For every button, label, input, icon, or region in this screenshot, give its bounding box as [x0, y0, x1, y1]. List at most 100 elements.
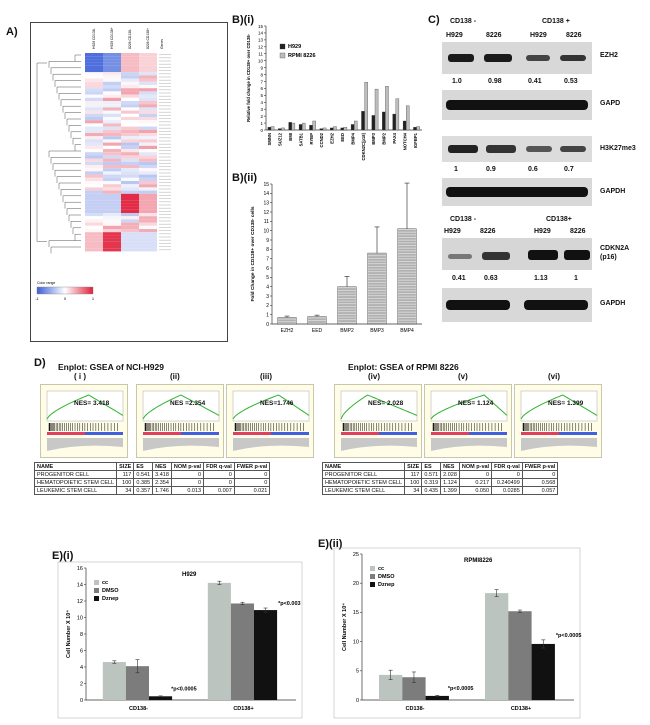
- heatmap-cell: [103, 197, 121, 201]
- heatmap-cell: [103, 91, 121, 95]
- heatmap-cell: [103, 129, 121, 133]
- heatmap-cell: [139, 126, 157, 130]
- significance-label: *p<0.0005: [448, 686, 474, 692]
- gsea-plot-numeral: (vi): [548, 372, 560, 381]
- heatmap-cell: [85, 129, 103, 133]
- legend-swatch: [94, 580, 99, 585]
- heatmap-cell: [85, 104, 103, 108]
- heatmap-cell: [121, 149, 139, 153]
- table-cell: 0.240499: [491, 478, 523, 487]
- bar-rpmi-8226: [291, 122, 296, 131]
- heatmap-cell: [139, 94, 157, 98]
- heatmap-cell: [85, 113, 103, 117]
- table-cell: 1.746: [152, 486, 172, 495]
- color-key-tick: 0: [64, 296, 67, 301]
- table-cell: 0.217: [458, 478, 493, 487]
- heatmap-cell: [121, 78, 139, 82]
- heatmap-cell: [103, 142, 121, 146]
- heatmap-cell: [121, 85, 139, 89]
- table-cell: LEUKEMIC STEM CELL: [321, 486, 406, 495]
- panel-c-label: C): [428, 14, 440, 26]
- heatmap-cell: [85, 53, 103, 57]
- heatmap-cell: [85, 120, 103, 124]
- y-tick-label: 5: [260, 93, 263, 98]
- heatmap-cell: [121, 229, 139, 233]
- heatmap-cell: [121, 120, 139, 124]
- legend-swatch: [370, 566, 375, 571]
- heatmap-cell: [103, 232, 121, 236]
- table-header-cell: FDR q-val: [491, 462, 523, 471]
- gsea-rank-strip-pos: [143, 432, 181, 435]
- heatmap-cell: [103, 241, 121, 245]
- heatmap-cell: [139, 187, 157, 191]
- heatmap-cell: [103, 248, 121, 252]
- heatmap-cell: [85, 59, 103, 63]
- heatmap-cell: [139, 133, 157, 137]
- heatmap-cell: [121, 136, 139, 140]
- blot-gapd: [442, 90, 592, 120]
- table-header-cell: NES: [152, 462, 172, 471]
- heatmap-cell: [85, 238, 103, 242]
- blot-label-gapdh: GAPDH: [600, 188, 626, 195]
- legend-label: cc: [378, 566, 384, 572]
- dendrogram-branch: [74, 54, 81, 62]
- table-cell: 117: [116, 470, 135, 479]
- heatmap-cell: [103, 238, 121, 242]
- gsea-plot-svg: [340, 390, 418, 451]
- heatmap-cell: [139, 81, 157, 85]
- gsea-ranked-metric: [47, 438, 123, 451]
- table-cell: 0: [170, 470, 205, 479]
- gsea-enrichment-plot: [334, 384, 422, 458]
- heatmap-cell: [103, 209, 121, 213]
- heatmap-cell: [121, 117, 139, 121]
- x-tick-label: EZH2: [330, 132, 335, 143]
- heatmap-cell: [103, 139, 121, 143]
- table-row: LEUKEMIC STEM CELL 34 0.435 1.399 0.050 0.028…: [321, 486, 559, 495]
- gsea-enrichment-plot: [424, 384, 512, 458]
- gsea-plot-numeral: (iii): [260, 372, 272, 381]
- heatmap-cell: [121, 232, 139, 236]
- heatmap-cell: [85, 206, 103, 210]
- heatmap-cell: [139, 209, 157, 213]
- heatmap-cell: [139, 229, 157, 233]
- gsea-plot-numeral: (iv): [368, 372, 380, 381]
- heatmap-cell: [103, 88, 121, 92]
- heatmap-cell: [121, 56, 139, 60]
- heatmap-cell: [85, 88, 103, 92]
- blot-value: 0.41: [528, 78, 542, 85]
- heatmap-cell: [103, 110, 121, 114]
- heatmap-cell: [103, 152, 121, 156]
- heatmap-cell: [103, 59, 121, 63]
- gsea-plot-svg: [46, 390, 124, 451]
- table-cell: 0.357: [133, 486, 154, 495]
- heatmap-cell: [121, 184, 139, 188]
- legend-label: DMSO: [378, 574, 395, 580]
- lane-label: H929: [534, 228, 551, 235]
- x-tick-label: SMNN: [267, 133, 272, 145]
- x-tick-label: RYBP: [309, 133, 314, 145]
- x-tick-label: BMP2: [382, 132, 387, 144]
- dendrogram-branch: [60, 189, 81, 196]
- heatmap-cell: [139, 107, 157, 111]
- heatmap-cell: [85, 62, 103, 66]
- bar-h929: [298, 124, 303, 131]
- heatmap-cell: [139, 85, 157, 89]
- y-tick-label: 11: [264, 219, 269, 225]
- gsea-ranked-metric: [233, 438, 309, 451]
- heatmap-cell: [121, 235, 139, 239]
- x-tick-label: EED: [312, 328, 323, 334]
- heatmap-cell: [103, 184, 121, 188]
- heatmap-cell: [103, 206, 121, 210]
- heatmap-cell: [85, 245, 103, 249]
- dendrogram-branch: [50, 246, 81, 254]
- y-tick-label: 7: [260, 79, 263, 84]
- heatmap-cell: [103, 126, 121, 130]
- y-tick-label: 25: [353, 552, 359, 558]
- gsea-es-curve: [430, 394, 508, 420]
- heatmap-cell: [121, 190, 139, 194]
- dendrogram-branch: [58, 182, 81, 190]
- heatmap-column-label: H929 CD138-: [92, 28, 96, 49]
- y-tick-label: 0: [80, 698, 83, 704]
- heatmap-cell: [121, 181, 139, 185]
- heatmap-cell: [139, 75, 157, 79]
